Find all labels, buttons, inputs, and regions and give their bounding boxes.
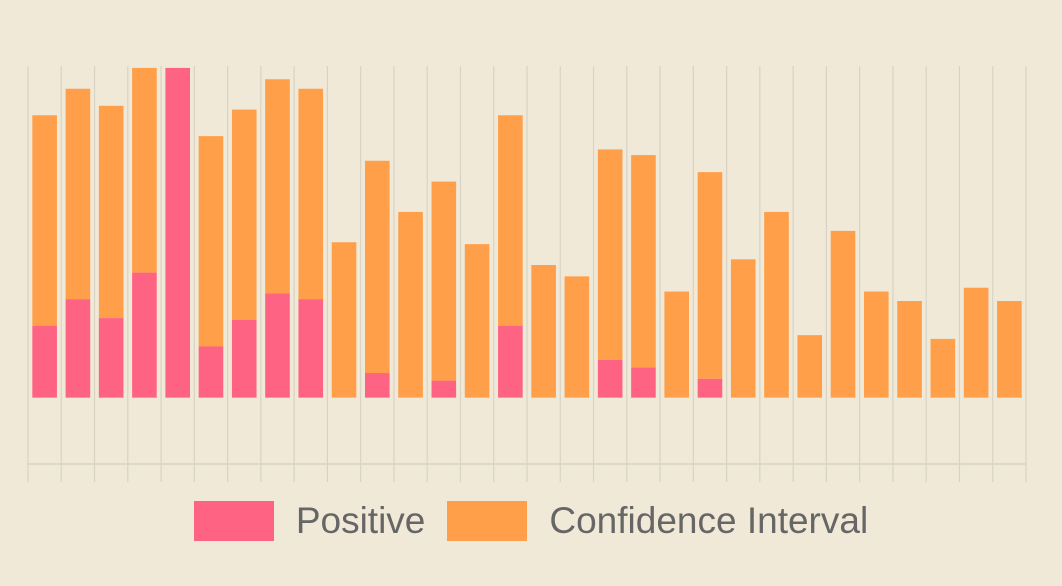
bar-confidence-interval — [897, 301, 922, 398]
bar-confidence-interval — [730, 259, 756, 398]
bar-confidence-interval — [431, 181, 457, 381]
bar-positive — [165, 67, 191, 398]
bar-positive — [597, 359, 623, 398]
bar-positive — [32, 325, 57, 398]
bar-positive — [231, 319, 257, 398]
bar-confidence-interval — [298, 88, 324, 300]
legend-item-confidence-interval[interactable]: Confidence Interval — [447, 500, 868, 542]
legend: Positive Confidence Interval — [0, 500, 1062, 542]
bar-positive — [364, 373, 390, 398]
bar-confidence-interval — [564, 276, 590, 398]
bar-confidence-interval — [32, 115, 57, 326]
bar-confidence-interval — [531, 265, 556, 398]
bar-confidence-interval — [631, 155, 656, 368]
bar-confidence-interval — [265, 79, 290, 294]
bar-confidence-interval — [132, 67, 157, 273]
chart-svg — [27, 66, 1027, 482]
bar-positive — [498, 325, 523, 398]
bar-confidence-interval — [597, 149, 623, 360]
bar-positive — [98, 318, 124, 398]
legend-swatch-positive — [193, 501, 274, 541]
bar-confidence-interval — [98, 105, 124, 319]
bar-confidence-interval — [364, 160, 390, 374]
bar-confidence-interval — [464, 244, 490, 398]
bar-confidence-interval — [930, 338, 956, 398]
legend-item-positive[interactable]: Positive — [193, 500, 426, 542]
bar-positive — [697, 378, 723, 398]
bar-positive — [198, 346, 224, 398]
bar-positive — [65, 299, 91, 398]
legend-swatch-confidence-interval — [447, 501, 528, 541]
bar-confidence-interval — [231, 109, 257, 320]
bar-confidence-interval — [997, 301, 1022, 398]
bar-confidence-interval — [797, 335, 823, 398]
bar-confidence-interval — [830, 230, 856, 398]
bar-confidence-interval — [697, 172, 723, 379]
bar-positive — [265, 293, 290, 398]
bar-confidence-interval — [398, 211, 423, 398]
bar-confidence-interval — [863, 291, 889, 398]
bar-confidence-interval — [963, 287, 989, 398]
legend-label-positive: Positive — [295, 500, 426, 541]
bar-confidence-interval — [664, 291, 690, 398]
bar-positive — [631, 367, 656, 398]
bar-confidence-interval — [65, 88, 91, 300]
bar-positive — [431, 380, 457, 398]
bar-confidence-interval — [764, 211, 789, 398]
legend-label-confidence-interval: Confidence Interval — [549, 500, 869, 541]
bar-confidence-interval — [198, 136, 224, 347]
bar-positive — [132, 272, 157, 398]
bar-confidence-interval — [331, 242, 357, 398]
bar-confidence-interval — [498, 115, 523, 326]
bar-positive — [298, 299, 324, 398]
